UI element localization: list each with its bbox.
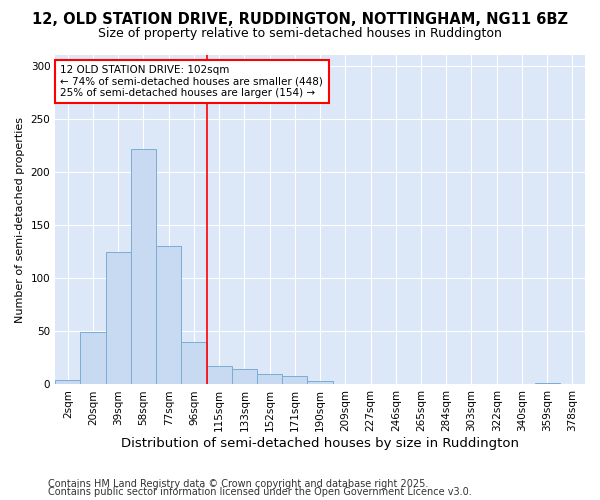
Bar (55, 380, 80, 384)
X-axis label: Distribution of semi-detached houses by size in Ruddington: Distribution of semi-detached houses by … (121, 437, 519, 450)
Bar (80, 332, 106, 384)
Bar (156, 246, 181, 384)
Text: Size of property relative to semi-detached houses in Ruddington: Size of property relative to semi-detach… (98, 28, 502, 40)
Text: 12, OLD STATION DRIVE, RUDDINGTON, NOTTINGHAM, NG11 6BZ: 12, OLD STATION DRIVE, RUDDINGTON, NOTTI… (32, 12, 568, 28)
Y-axis label: Number of semi-detached properties: Number of semi-detached properties (15, 116, 25, 322)
Bar (206, 366, 232, 384)
Bar (131, 148, 156, 384)
Bar (307, 382, 332, 384)
Bar (106, 252, 131, 384)
Bar (282, 376, 307, 384)
Text: Contains public sector information licensed under the Open Government Licence v3: Contains public sector information licen… (48, 487, 472, 497)
Bar (232, 368, 257, 384)
Text: 12 OLD STATION DRIVE: 102sqm
← 74% of semi-detached houses are smaller (448)
25%: 12 OLD STATION DRIVE: 102sqm ← 74% of se… (61, 65, 323, 98)
Bar (181, 342, 206, 384)
Bar (257, 374, 282, 384)
Text: Contains HM Land Registry data © Crown copyright and database right 2025.: Contains HM Land Registry data © Crown c… (48, 479, 428, 489)
